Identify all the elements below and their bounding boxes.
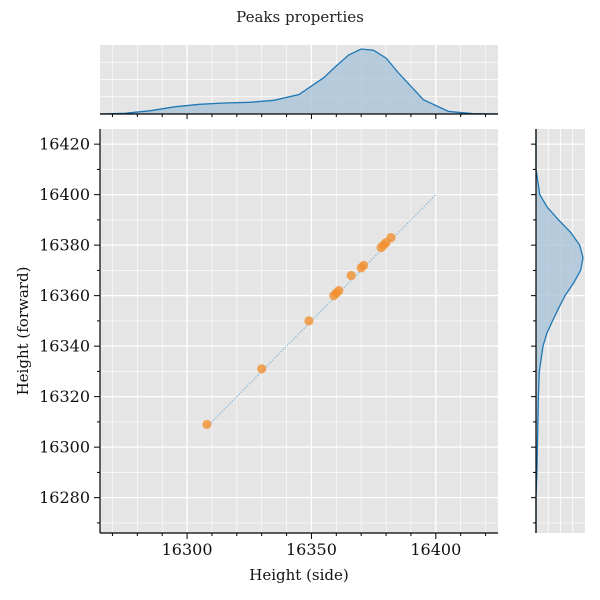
y-tick-label: 16420: [39, 135, 90, 154]
x-tick-label: 16300: [162, 540, 213, 559]
x-tick-label: 16350: [286, 540, 337, 559]
scatter-point: [346, 270, 356, 281]
scatter-point: [202, 419, 212, 430]
scatter-points: [202, 232, 396, 430]
figure-title: Peaks properties: [236, 8, 364, 26]
scatter-point: [304, 316, 314, 326]
x-axis-label: Height (side): [249, 566, 349, 584]
right-density-line: [535, 129, 584, 533]
y-axis-ticks: 16280 16300 16320 16340 16360 16380 16400 16420: [39, 135, 100, 524]
y-tick-label: 16280: [39, 488, 90, 507]
main-scatter-panel: 16300 16350 16400 16280 16300 16320 16340 1636…: [14, 129, 498, 584]
x-tick-label: 16400: [410, 540, 461, 559]
scatter-point: [257, 364, 267, 374]
y-axis-label: Height (forward): [14, 267, 32, 396]
right-marginal-axes: [531, 129, 537, 533]
main-axes: [99, 129, 498, 534]
identity-reference-line: [206, 194, 437, 428]
scatter-point: [359, 260, 369, 270]
y-tick-label: 16400: [39, 185, 90, 204]
x-axis-ticks: 16300 16350 16400: [111, 533, 487, 559]
main-gridlines: [100, 129, 498, 533]
main-plot-background: [100, 129, 498, 533]
y-tick-label: 16340: [39, 337, 90, 356]
y-tick-label: 16300: [39, 438, 90, 457]
top-density-line: [99, 48, 499, 115]
y-tick-label: 16380: [39, 236, 90, 255]
y-tick-label: 16360: [39, 286, 90, 305]
top-marginal-axes: [100, 113, 498, 119]
scatter-point: [334, 286, 344, 296]
y-tick-label: 16320: [39, 387, 90, 406]
right-density-fill: [536, 129, 583, 533]
right-marginal-density: [531, 129, 585, 533]
top-marginal-density: [99, 45, 499, 119]
scatter-point: [386, 232, 396, 243]
top-density-fill: [100, 49, 498, 114]
